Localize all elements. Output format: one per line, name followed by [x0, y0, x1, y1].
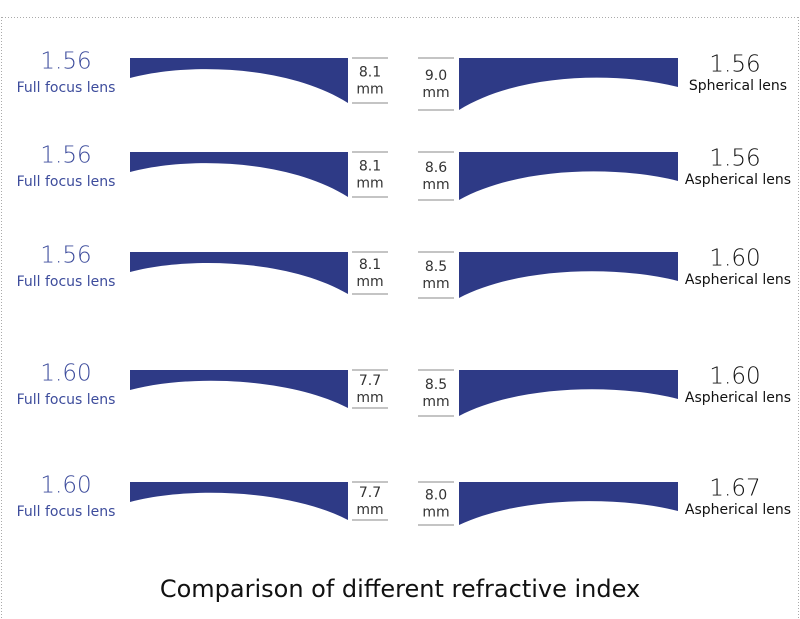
thickness-value: 8.5: [425, 259, 447, 275]
lens-shape: [459, 58, 678, 110]
lens-label: Spherical lens: [689, 78, 787, 94]
lens-label: Aspherical lens: [685, 502, 791, 518]
lens-shape: [459, 482, 678, 525]
thickness-unit: mm: [422, 276, 449, 292]
lens-index: 1.60: [40, 361, 91, 387]
lens-shape: [459, 252, 678, 298]
lens-index: 1.67: [709, 476, 760, 502]
lens-label: Full focus lens: [17, 274, 116, 290]
thickness-value: 9.0: [425, 68, 447, 84]
lens-label: Full focus lens: [17, 392, 116, 408]
lens-label: Full focus lens: [17, 174, 116, 190]
lens-index: 1.56: [40, 243, 91, 269]
lens-index: 1.56: [709, 146, 760, 172]
lens-label: Aspherical lens: [685, 272, 791, 288]
thickness-value: 8.0: [425, 488, 447, 504]
lens-index: 1.60: [709, 364, 760, 390]
lens-shape: [459, 370, 678, 416]
title: Comparison of different refractive index: [160, 575, 640, 603]
thickness-value: 8.5: [425, 377, 447, 393]
lens-shape: [130, 252, 348, 294]
thickness-value: 8.1: [359, 257, 381, 273]
lens-shape: [130, 370, 348, 408]
thickness-unit: mm: [356, 390, 383, 406]
lens-shape: [130, 58, 348, 103]
thickness-unit: mm: [356, 502, 383, 518]
thickness-value: 8.1: [359, 159, 381, 175]
thickness-unit: mm: [356, 274, 383, 290]
lens-label: Full focus lens: [17, 80, 116, 96]
thickness-value: 7.7: [359, 485, 381, 501]
lens-shape: [130, 482, 348, 520]
lens-label: Full focus lens: [17, 504, 116, 520]
lens-label: Aspherical lens: [685, 390, 791, 406]
lens-index: 1.60: [709, 246, 760, 272]
lens-index: 1.56: [709, 52, 760, 78]
thickness-unit: mm: [422, 394, 449, 410]
lens-index: 1.60: [40, 473, 91, 499]
thickness-unit: mm: [356, 82, 383, 98]
thickness-value: 8.6: [425, 160, 447, 176]
dotted-border: [1, 17, 799, 619]
lens-shape: [459, 152, 678, 200]
lens-index: 1.56: [40, 143, 91, 169]
thickness-unit: mm: [422, 505, 449, 521]
lens-index: 1.56: [40, 49, 91, 75]
lens-label: Aspherical lens: [685, 172, 791, 188]
thickness-unit: mm: [422, 177, 449, 193]
thickness-value: 8.1: [359, 65, 381, 81]
thickness-value: 7.7: [359, 373, 381, 389]
thickness-unit: mm: [356, 176, 383, 192]
lens-shape: [130, 152, 348, 197]
thickness-unit: mm: [422, 85, 449, 101]
